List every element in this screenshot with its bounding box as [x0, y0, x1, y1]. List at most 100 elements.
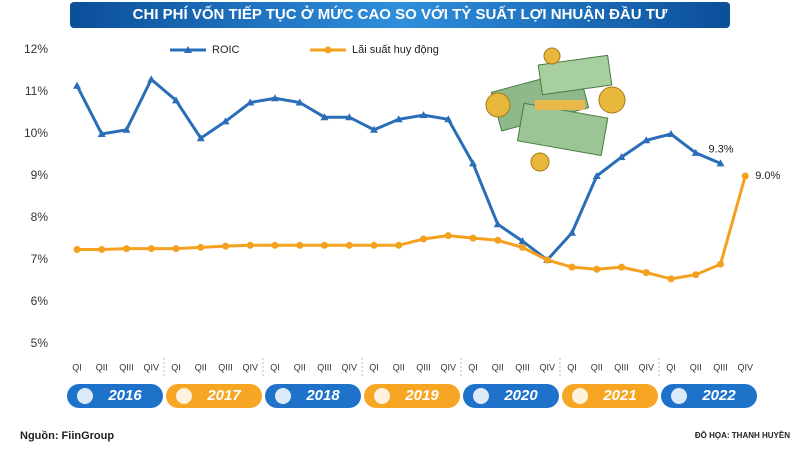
year-icon — [77, 388, 93, 404]
x-tick-label: QIII — [218, 362, 233, 372]
x-tick-label: QIII — [515, 362, 530, 372]
x-tick-label: QII — [591, 362, 603, 372]
year-label: 2020 — [503, 387, 538, 404]
y-tick-label: 10% — [24, 126, 48, 140]
point — [691, 148, 700, 156]
legend-label: ROIC — [212, 44, 240, 56]
x-tick-label: QI — [270, 362, 280, 372]
x-tick-label: QIII — [713, 362, 728, 372]
point — [518, 237, 527, 245]
x-tick-label: QIII — [416, 362, 431, 372]
x-tick-label: QIV — [143, 362, 159, 372]
point — [73, 246, 81, 253]
point — [123, 245, 130, 253]
money-illustration — [485, 47, 626, 172]
point — [73, 81, 81, 89]
point — [667, 275, 675, 283]
x-tick-label: QI — [171, 362, 181, 372]
x-tick-label: QII — [195, 362, 207, 372]
point — [593, 265, 601, 273]
point — [221, 117, 230, 125]
year-label: 2022 — [701, 387, 736, 404]
value-label: 9.0% — [755, 170, 780, 182]
point — [320, 113, 329, 121]
x-tick-label: QII — [393, 362, 405, 372]
point — [444, 115, 453, 123]
x-tick-label: QI — [666, 362, 676, 372]
x-tick-label: QII — [96, 362, 108, 372]
point — [97, 130, 106, 137]
series-line — [77, 175, 747, 281]
y-tick-label: 6% — [31, 294, 49, 308]
y-tick-label: 7% — [31, 252, 49, 266]
point — [271, 241, 279, 249]
point — [741, 172, 749, 180]
value-label: 9.3% — [709, 143, 734, 155]
y-tick-label: 9% — [31, 168, 49, 182]
year-pill — [265, 384, 361, 408]
year-icon — [275, 388, 291, 404]
chart-title: CHI PHÍ VỐN TIẾP TỤC Ở MỨC CAO SO VỚI TỶ… — [133, 5, 668, 23]
year-pill — [67, 384, 163, 408]
source: Nguồn: FiinGroup — [20, 430, 114, 442]
point — [394, 115, 403, 123]
point — [345, 113, 354, 121]
year-icon — [176, 388, 192, 404]
legend-label: Lãi suất huy động — [352, 44, 439, 56]
year-label: 2019 — [404, 387, 439, 404]
series-line — [75, 77, 722, 263]
credit: ĐỒ HỌA: THANH HUYỀN — [695, 430, 790, 440]
point — [444, 232, 452, 240]
point — [370, 125, 378, 133]
x-tick-label: QIV — [638, 362, 654, 372]
x-tick-label: QII — [492, 362, 504, 372]
point — [617, 153, 626, 161]
point — [642, 136, 651, 144]
x-tick-label: QIV — [737, 362, 753, 372]
point — [172, 96, 180, 104]
year-pill — [166, 384, 262, 408]
year-icon — [572, 388, 588, 404]
point — [271, 94, 279, 102]
year-pill — [463, 384, 559, 408]
point — [543, 256, 551, 264]
point — [172, 245, 180, 253]
x-tick-label: QIV — [242, 362, 258, 372]
point — [493, 220, 502, 228]
point — [345, 241, 353, 249]
point — [296, 241, 304, 249]
x-tick-label: QII — [690, 362, 702, 372]
year-label: 2018 — [305, 387, 340, 404]
legend-marker — [184, 46, 192, 53]
y-tick-label: 8% — [31, 210, 49, 224]
x-tick-label: QI — [72, 362, 82, 372]
year-label: 2017 — [206, 387, 241, 404]
point — [419, 111, 428, 119]
x-tick-label: QIV — [539, 362, 555, 372]
point — [592, 172, 601, 179]
x-tick-label: QI — [567, 362, 577, 372]
legend-marker — [324, 46, 332, 54]
x-tick-label: QIII — [119, 362, 134, 372]
y-tick-label: 5% — [31, 336, 49, 350]
point — [717, 260, 724, 268]
x-tick-label: QIV — [341, 362, 357, 372]
point — [395, 241, 403, 249]
point — [196, 134, 205, 142]
point — [692, 271, 700, 279]
x-tick-label: QII — [294, 362, 306, 372]
point — [98, 246, 106, 253]
point — [246, 98, 255, 106]
year-pill — [562, 384, 658, 408]
point — [420, 235, 427, 243]
point — [494, 236, 502, 244]
point — [246, 241, 254, 249]
point — [667, 130, 675, 137]
point — [519, 243, 526, 251]
x-tick-label: QIII — [317, 362, 332, 372]
point — [469, 234, 477, 242]
year-icon — [374, 388, 390, 404]
year-icon — [473, 388, 489, 404]
year-pill — [364, 384, 460, 408]
